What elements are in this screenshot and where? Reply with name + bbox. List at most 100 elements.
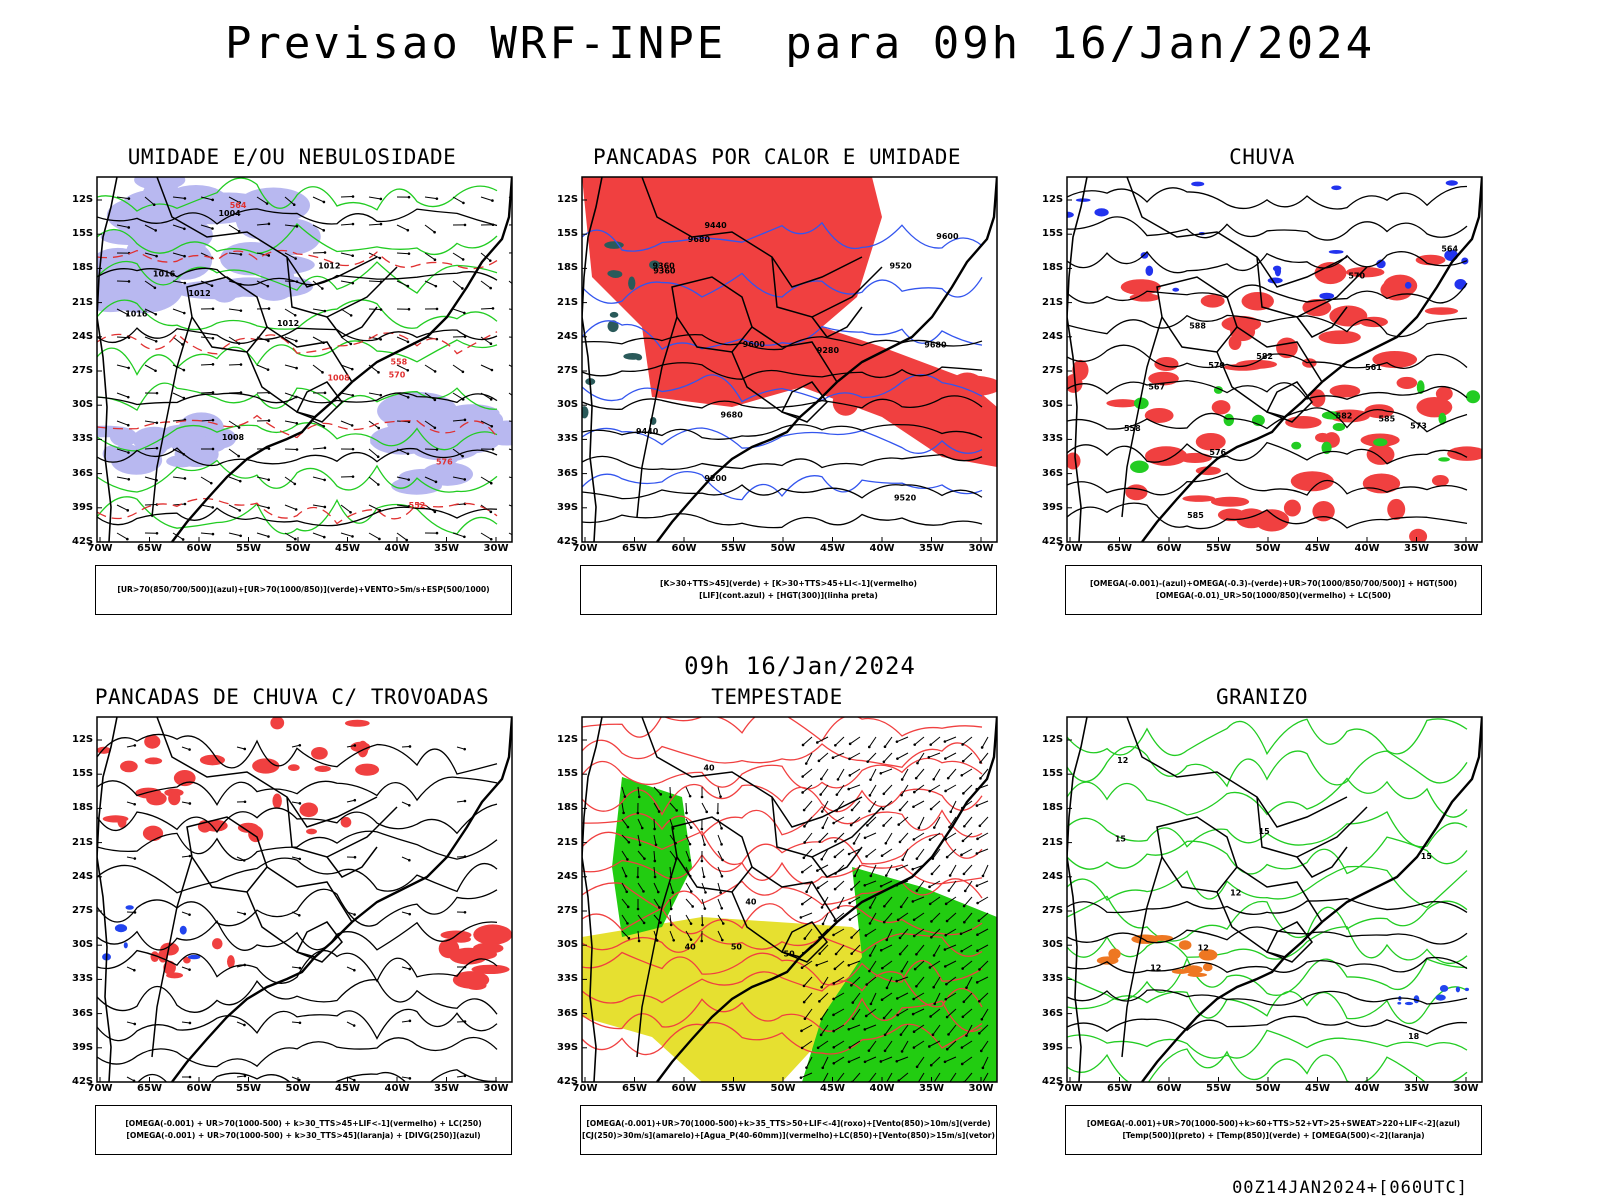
- longitude-tick-label: 60W: [1156, 543, 1182, 554]
- latitude-tick-label: 36S: [557, 467, 579, 479]
- latitude-tick-label: 27S: [72, 905, 94, 916]
- latitude-tick-label: 12S: [557, 734, 579, 745]
- latitude-tick-label: 18S: [557, 262, 579, 274]
- latitude-tick-label: 27S: [557, 365, 579, 376]
- longitude-tick-label: 70W: [87, 1083, 113, 1094]
- contour-label: 1004: [218, 209, 241, 218]
- longitude-tick-label: 55W: [236, 543, 261, 554]
- latitude-tick-label: 21S: [1042, 296, 1064, 308]
- legend-box: [K>30+TTS>45](verde) + [K>30+TTS>45+LI<-…: [580, 565, 997, 615]
- legend-line: [OMEGA(-0.001) + UR>70(1000-500) + k>30_…: [126, 1131, 481, 1140]
- latitude-tick-label: 30S: [72, 939, 94, 951]
- contour-label: 1012: [318, 262, 340, 271]
- latitude-tick-label: 33S: [1042, 973, 1064, 985]
- latitude-tick-label: 36S: [72, 467, 94, 479]
- contour-label: 15: [1259, 827, 1271, 836]
- map-plot: [96, 716, 513, 1083]
- contour-label: 9520: [889, 261, 912, 270]
- longitude-tick-label: 30W: [483, 543, 509, 554]
- longitude-tick-label: 50W: [1255, 1083, 1281, 1094]
- latitude-tick-label: 15S: [1042, 768, 1064, 780]
- latitude-tick-label: 42S: [72, 1076, 94, 1087]
- latitude-tick-label: 21S: [557, 836, 579, 848]
- latitude-tick-label: 27S: [72, 365, 94, 376]
- latitude-tick-label: 24S: [557, 870, 579, 882]
- map-plot: 50 40 40 40 50: [581, 716, 998, 1083]
- latitude-tick-label: 18S: [72, 262, 94, 274]
- longitude-tick-label: 40W: [384, 543, 410, 554]
- longitude-tick-label: 45W: [335, 543, 360, 554]
- latitude-tick-label: 39S: [557, 501, 579, 513]
- latitude-tick-label: 21S: [557, 296, 579, 308]
- contour-label: 9360: [653, 267, 676, 276]
- contour-label: 9440: [636, 427, 659, 436]
- longitude-tick-label: 50W: [770, 543, 796, 554]
- contour-label: 570: [1348, 272, 1365, 281]
- longitude-tick-label: 30W: [1453, 1083, 1479, 1094]
- contour-label: 40: [745, 897, 757, 906]
- latitude-tick-label: 12S: [1042, 734, 1064, 745]
- longitude-tick-label: 70W: [87, 543, 113, 554]
- map-plot: 585 582 579 576 573 570 567 564 561 558 588 585 582: [1066, 176, 1483, 543]
- latitude-tick-label: 18S: [557, 802, 579, 814]
- latitude-tick-label: 27S: [1042, 365, 1064, 376]
- latitude-tick-label: 39S: [557, 1041, 579, 1053]
- latitude-tick-label: 36S: [1042, 467, 1064, 479]
- contour-label: 9280: [817, 346, 840, 355]
- longitude-tick-label: 35W: [919, 543, 944, 554]
- legend-box: [OMEGA(-0.001) + UR>70(1000-500) + k>30_…: [95, 1105, 512, 1155]
- longitude-tick-label: 40W: [1354, 1083, 1380, 1094]
- longitude-tick-label: 35W: [434, 543, 459, 554]
- longitude-tick-label: 70W: [1057, 543, 1083, 554]
- longitude-tick-label: 65W: [1107, 1083, 1132, 1094]
- longitude-tick-label: 55W: [236, 1083, 261, 1094]
- legend-box: [UR>70(850/700/500)](azul)+[UR>70(1000/8…: [95, 565, 512, 615]
- longitude-tick-label: 65W: [622, 543, 647, 554]
- contour-label: 585: [1187, 511, 1204, 520]
- contour-label: 1012: [277, 319, 299, 328]
- latitude-tick-label: 39S: [72, 1041, 94, 1053]
- latitude-tick-label: 33S: [72, 433, 94, 445]
- latitude-tick-label: 15S: [557, 768, 579, 780]
- contour-label: 570: [389, 370, 406, 379]
- longitude-tick-label: 55W: [1206, 1083, 1231, 1094]
- latitude-tick-label: 30S: [1042, 399, 1064, 411]
- contour-label: 9600: [743, 340, 766, 349]
- latitude-tick-label: 18S: [1042, 802, 1064, 814]
- contour-label: 558: [1124, 424, 1141, 433]
- legend-line: [OMEGA(-0.001)+UR>70(1000-500)+k>60+TTS>…: [1086, 1119, 1461, 1128]
- longitude-tick-label: 40W: [384, 1083, 410, 1094]
- legend-line: [K>30+TTS>45](verde) + [K>30+TTS>45+LI<-…: [659, 579, 918, 588]
- longitude-tick-label: 45W: [335, 1083, 360, 1094]
- longitude-tick-label: 45W: [1305, 1083, 1330, 1094]
- panel-title: GRANIZO: [1215, 685, 1308, 709]
- latitude-tick-label: 24S: [72, 330, 94, 342]
- latitude-tick-label: 12S: [72, 734, 94, 745]
- contour-label: 1008: [327, 374, 350, 383]
- longitude-tick-label: 70W: [572, 1083, 598, 1094]
- contour-label: 50: [784, 949, 796, 958]
- longitude-tick-label: 50W: [770, 1083, 796, 1094]
- map-panel-2: PANCADAS POR CALOR E UMIDADE 9680 9680 9600…: [547, 145, 1007, 635]
- map-panel-3: CHUVA 585 582 579 576 573 570 567 564 561 558 588 58…: [1032, 145, 1492, 635]
- longitude-tick-label: 35W: [919, 1083, 944, 1094]
- longitude-tick-label: 55W: [721, 1083, 746, 1094]
- longitude-tick-label: 70W: [572, 543, 598, 554]
- latitude-tick-label: 42S: [1042, 1076, 1064, 1087]
- longitude-tick-label: 40W: [869, 543, 895, 554]
- contour-label: 579: [1208, 361, 1225, 370]
- contour-label: 40: [703, 763, 715, 772]
- longitude-tick-label: 60W: [186, 1083, 212, 1094]
- contour-label: 12: [1198, 943, 1209, 952]
- longitude-tick-label: 55W: [721, 543, 746, 554]
- longitude-tick-label: 60W: [671, 1083, 697, 1094]
- legend-line: [UR>70(850/700/500)](azul)+[UR>70(1000/8…: [117, 585, 490, 594]
- longitude-tick-label: 40W: [869, 1083, 895, 1094]
- legend-line: [OMEGA(-0.001)-(azul)+OMEGA(-0.3)-(verde…: [1089, 579, 1458, 588]
- latitude-tick-label: 24S: [1042, 870, 1064, 882]
- panel-title: UMIDADE E/OU NEBULOSIDADE: [127, 145, 457, 169]
- longitude-tick-label: 40W: [1354, 543, 1380, 554]
- contour-label: 567: [1148, 383, 1165, 392]
- longitude-tick-label: 70W: [1057, 1083, 1083, 1094]
- latitude-tick-label: 30S: [557, 939, 579, 951]
